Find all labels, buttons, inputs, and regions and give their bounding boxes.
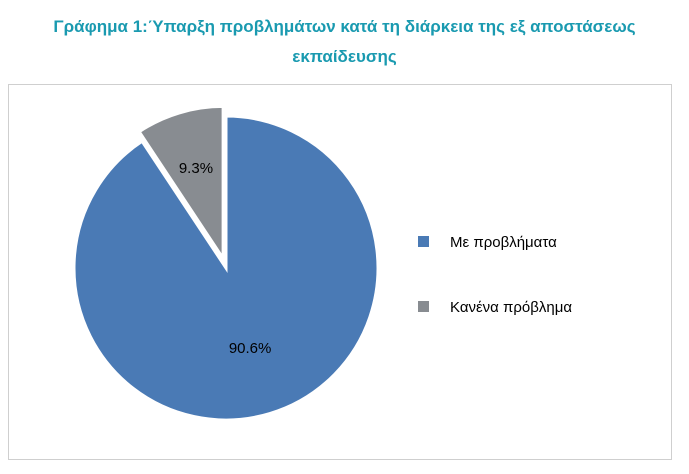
chart-title: Γράφημα 1:Ύπαρξη προβλημάτων κατά τη διά… <box>53 17 636 66</box>
legend-swatch <box>418 301 429 312</box>
chart-frame <box>8 84 672 460</box>
pie-slice-1 <box>72 114 380 422</box>
legend-label: Κανένα πρόβλημα <box>450 299 572 316</box>
slice-data-label: 9.3% <box>179 160 213 177</box>
pie-slice-2 <box>137 104 225 264</box>
legend-swatch <box>418 236 429 247</box>
legend-label: Με προβλήματα <box>450 234 557 251</box>
slice-data-label: 90.6% <box>229 340 272 357</box>
